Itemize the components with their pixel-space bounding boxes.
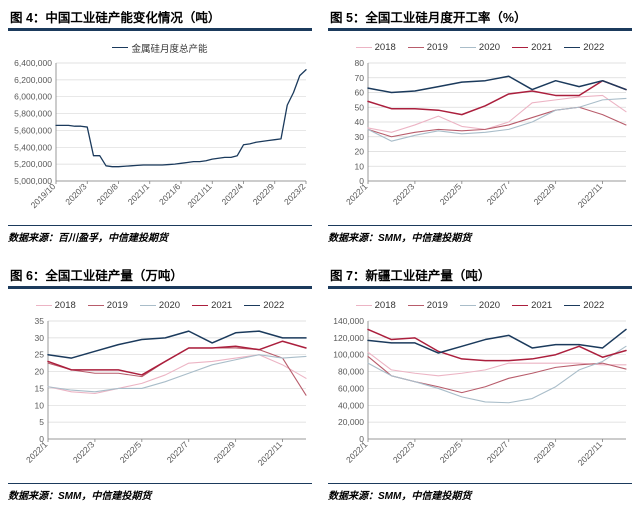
svg-text:20: 20 bbox=[355, 146, 365, 156]
svg-text:6,400,000: 6,400,000 bbox=[14, 59, 52, 68]
svg-text:2022/5: 2022/5 bbox=[438, 181, 464, 207]
svg-text:2022/9: 2022/9 bbox=[532, 439, 558, 465]
svg-text:2022/11: 2022/11 bbox=[576, 439, 605, 467]
svg-text:25: 25 bbox=[35, 349, 45, 359]
svg-text:5: 5 bbox=[39, 417, 44, 427]
svg-text:2022/9: 2022/9 bbox=[212, 439, 238, 465]
svg-text:70: 70 bbox=[355, 72, 365, 82]
svg-text:60: 60 bbox=[355, 87, 365, 97]
svg-text:30: 30 bbox=[355, 131, 365, 141]
svg-text:100,000: 100,000 bbox=[333, 349, 364, 359]
svg-text:6,000,000: 6,000,000 bbox=[14, 91, 52, 101]
svg-text:6,200,000: 6,200,000 bbox=[14, 74, 52, 84]
svg-text:35: 35 bbox=[35, 317, 45, 326]
svg-text:2022/7: 2022/7 bbox=[485, 181, 511, 207]
svg-text:80: 80 bbox=[355, 59, 365, 68]
svg-text:2022/11: 2022/11 bbox=[256, 439, 285, 467]
svg-text:10: 10 bbox=[355, 161, 365, 171]
svg-text:40,000: 40,000 bbox=[338, 400, 364, 410]
svg-text:2022/4: 2022/4 bbox=[219, 181, 245, 207]
svg-text:5,400,000: 5,400,000 bbox=[14, 142, 52, 152]
svg-text:2023/2: 2023/2 bbox=[282, 181, 308, 207]
svg-text:2022/3: 2022/3 bbox=[391, 181, 417, 207]
svg-text:80,000: 80,000 bbox=[338, 366, 364, 376]
svg-text:40: 40 bbox=[355, 117, 365, 127]
svg-text:30: 30 bbox=[35, 332, 45, 342]
svg-text:2022/5: 2022/5 bbox=[118, 439, 144, 465]
svg-text:20,000: 20,000 bbox=[338, 417, 364, 427]
svg-text:5,800,000: 5,800,000 bbox=[14, 108, 52, 118]
svg-text:140,000: 140,000 bbox=[333, 317, 364, 326]
svg-text:2022/7: 2022/7 bbox=[165, 439, 191, 465]
svg-text:50: 50 bbox=[355, 102, 365, 112]
svg-text:5,200,000: 5,200,000 bbox=[14, 159, 52, 169]
svg-text:2020/3: 2020/3 bbox=[63, 181, 89, 207]
svg-text:20: 20 bbox=[35, 366, 45, 376]
svg-text:2022/1: 2022/1 bbox=[24, 439, 50, 465]
svg-text:5,600,000: 5,600,000 bbox=[14, 125, 52, 135]
svg-text:2021/1: 2021/1 bbox=[126, 181, 152, 207]
svg-text:15: 15 bbox=[35, 383, 45, 393]
svg-text:2022/11: 2022/11 bbox=[576, 181, 605, 209]
svg-text:10: 10 bbox=[35, 400, 45, 410]
svg-text:60,000: 60,000 bbox=[338, 383, 364, 393]
svg-text:2022/9: 2022/9 bbox=[251, 181, 277, 207]
svg-text:2021/11: 2021/11 bbox=[185, 181, 214, 209]
svg-text:2022/9: 2022/9 bbox=[532, 181, 558, 207]
svg-text:2022/1: 2022/1 bbox=[344, 181, 370, 207]
svg-text:2020/8: 2020/8 bbox=[94, 181, 120, 207]
svg-text:2022/3: 2022/3 bbox=[71, 439, 97, 465]
svg-text:2022/3: 2022/3 bbox=[391, 439, 417, 465]
svg-text:2021/6: 2021/6 bbox=[157, 181, 183, 207]
svg-text:2022/5: 2022/5 bbox=[438, 439, 464, 465]
svg-text:2022/7: 2022/7 bbox=[485, 439, 511, 465]
svg-text:2022/1: 2022/1 bbox=[344, 439, 370, 465]
svg-text:120,000: 120,000 bbox=[333, 332, 364, 342]
